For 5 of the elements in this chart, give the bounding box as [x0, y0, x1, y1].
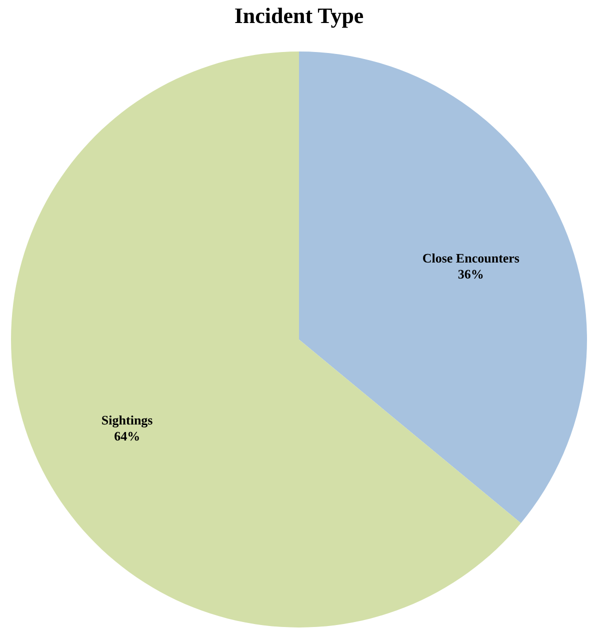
- chart-title: Incident Type: [234, 3, 364, 28]
- data-label: 36%: [458, 266, 484, 282]
- data-label: 64%: [114, 428, 140, 444]
- slice-label: Close Encounters: [422, 250, 520, 266]
- slice-label: Sightings: [101, 412, 153, 428]
